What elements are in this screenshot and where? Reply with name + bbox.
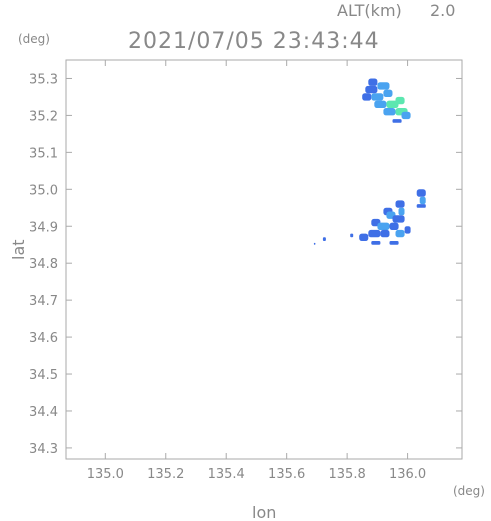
x-unit-label: (deg) [453,484,485,498]
echo-cell [368,78,378,86]
echo-cell [359,233,369,241]
chart-title: 2021/07/05 23:43:44 [128,29,380,54]
y-tick-label: 34.8 [29,257,58,272]
echo-cell [380,229,390,238]
x-tick-label: 136.0 [389,467,426,482]
y-tick-label: 35.3 [29,72,58,87]
echo-cell [386,100,399,108]
y-tick-label: 34.7 [29,294,58,309]
echo-cell [374,100,387,108]
echo-cell [419,196,426,205]
axis-titles: (deg) lon lat [9,239,485,521]
echo-cell [395,96,405,105]
plot-area: 135.0 135.2 135.4 135.6 135.8 136.0 34.334.43… [29,59,463,482]
y-tick-label: 34.6 [29,331,58,346]
echo-cell [401,111,411,120]
echo-cell [371,93,384,101]
echo-cell [383,89,393,97]
echo-cell [389,222,399,230]
y-tick-label: 34.5 [29,368,58,383]
echo-cell [362,93,372,101]
echo-cells [313,78,426,245]
y-axis-title: lat [9,239,28,260]
x-tick-label: 135.8 [329,467,366,482]
altitude-value: 2.0 [430,1,455,20]
y-tick-label: 35.2 [29,109,58,124]
echo-cell [383,108,396,116]
echo-cell [392,119,402,123]
x-tick-label: 135.6 [268,467,305,482]
header: ALT(km) 2.0 2021/07/05 23:43:44 (deg) [18,1,455,54]
y-tick-label: 34.3 [29,442,58,457]
echo-cell [365,85,378,94]
y-tick-label: 35.0 [29,183,58,198]
echo-cell [398,207,405,216]
y-tick-label: 35.1 [29,146,58,161]
echo-cell [368,229,381,238]
echo-cell [350,233,354,238]
echo-cell [371,241,381,245]
x-axis-ticks: 135.0 135.2 135.4 135.6 135.8 136.0 [87,60,426,482]
y-tick-label: 34.9 [29,220,58,235]
x-tick-label: 135.4 [208,467,245,482]
echo-cell [395,200,405,208]
y-unit-label: (deg) [18,32,50,46]
echo-cell [377,82,390,90]
x-tick-label: 135.0 [87,467,124,482]
echo-cell [416,204,426,208]
y-tick-label: 34.4 [29,405,58,420]
echo-cell [389,241,399,245]
echo-cell [377,222,390,230]
x-axis-title: lon [252,503,276,521]
y-axis-ticks: 34.3 34.4 34.5 34.6 34.7 34.8 34.9 35.0 35.1 35.2… [29,72,462,457]
echo-cell [395,229,405,238]
echo-cell [322,237,326,241]
echo-cell [404,226,411,234]
plot-frame [65,59,463,460]
x-tick-label: 135.2 [147,467,184,482]
echo-cell [416,189,426,197]
echo-cell [392,215,405,223]
altitude-label: ALT(km) [337,1,402,20]
echo-cell [313,242,316,245]
